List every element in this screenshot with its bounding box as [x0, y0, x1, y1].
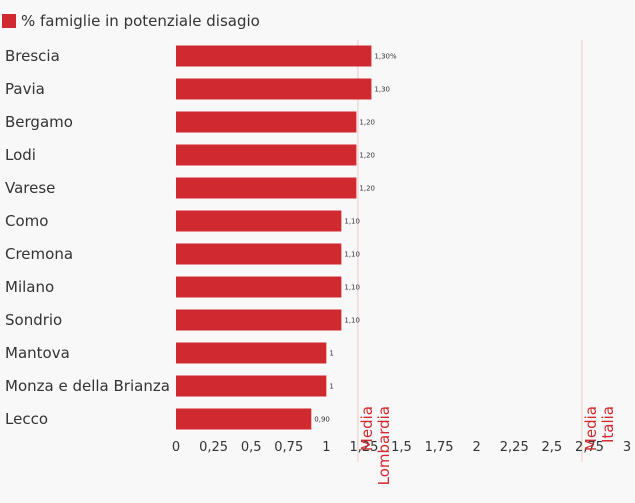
x-tick-label: 0 [172, 440, 180, 455]
x-tick-label: 2 [473, 440, 481, 455]
bar [176, 177, 357, 199]
legend-label: % famiglie in potenziale disagio [21, 12, 260, 30]
reference-line-label: Lombardia [375, 406, 393, 485]
x-tick-label: 0,25 [199, 440, 228, 455]
bar [176, 375, 327, 397]
data-label: 1,30% [374, 53, 397, 61]
bar [176, 342, 327, 364]
bar [176, 45, 372, 67]
bar [176, 78, 372, 100]
category-label: Lodi [5, 146, 36, 164]
x-tick-label: 1,75 [425, 440, 454, 455]
bar [176, 210, 342, 232]
x-tick-label: 1 [322, 440, 330, 455]
category-label: Varese [5, 179, 55, 197]
category-label: Mantova [5, 344, 70, 362]
data-label: 1,20 [359, 119, 375, 127]
category-label: Sondrio [5, 311, 62, 329]
data-label: 1,10 [344, 317, 360, 325]
x-tick-label: 2,25 [500, 440, 529, 455]
x-tick-label: 2,75 [575, 440, 604, 455]
data-label: 1,10 [344, 218, 360, 226]
bar [176, 276, 342, 298]
legend-swatch [2, 14, 16, 28]
legend: % famiglie in potenziale disagio [2, 10, 260, 32]
data-label: 1,20 [359, 152, 375, 160]
category-label: Cremona [5, 245, 73, 263]
x-tick-label: 0,5 [241, 440, 262, 455]
category-label: Brescia [5, 47, 60, 65]
data-label: 1,10 [344, 284, 360, 292]
bar [176, 243, 342, 265]
x-tick-label: 1,25 [349, 440, 378, 455]
data-label: 1 [329, 383, 333, 391]
category-label: Monza e della Brianza [5, 377, 170, 395]
x-tick-label: 3 [623, 440, 631, 455]
reference-line-label: Media [582, 406, 600, 451]
category-label: Lecco [5, 410, 48, 428]
bar [176, 111, 357, 133]
data-label: 1 [329, 350, 333, 358]
bar [176, 309, 342, 331]
category-label: Milano [5, 278, 54, 296]
data-label: 1,30 [374, 86, 390, 94]
category-label: Pavia [5, 80, 45, 98]
data-label: 1,20 [359, 185, 375, 193]
x-tick-label: 0,75 [274, 440, 303, 455]
category-label: Bergamo [5, 113, 73, 131]
bar [176, 144, 357, 166]
reference-line-label: Media [358, 406, 376, 451]
reference-line-label: Italia [599, 406, 617, 443]
x-tick-label: 1,5 [391, 440, 412, 455]
x-tick-label: 2,5 [541, 440, 562, 455]
category-label: Como [5, 212, 48, 230]
data-label: 1,10 [344, 251, 360, 259]
data-label: 0,90 [314, 416, 330, 424]
bar [176, 408, 312, 430]
